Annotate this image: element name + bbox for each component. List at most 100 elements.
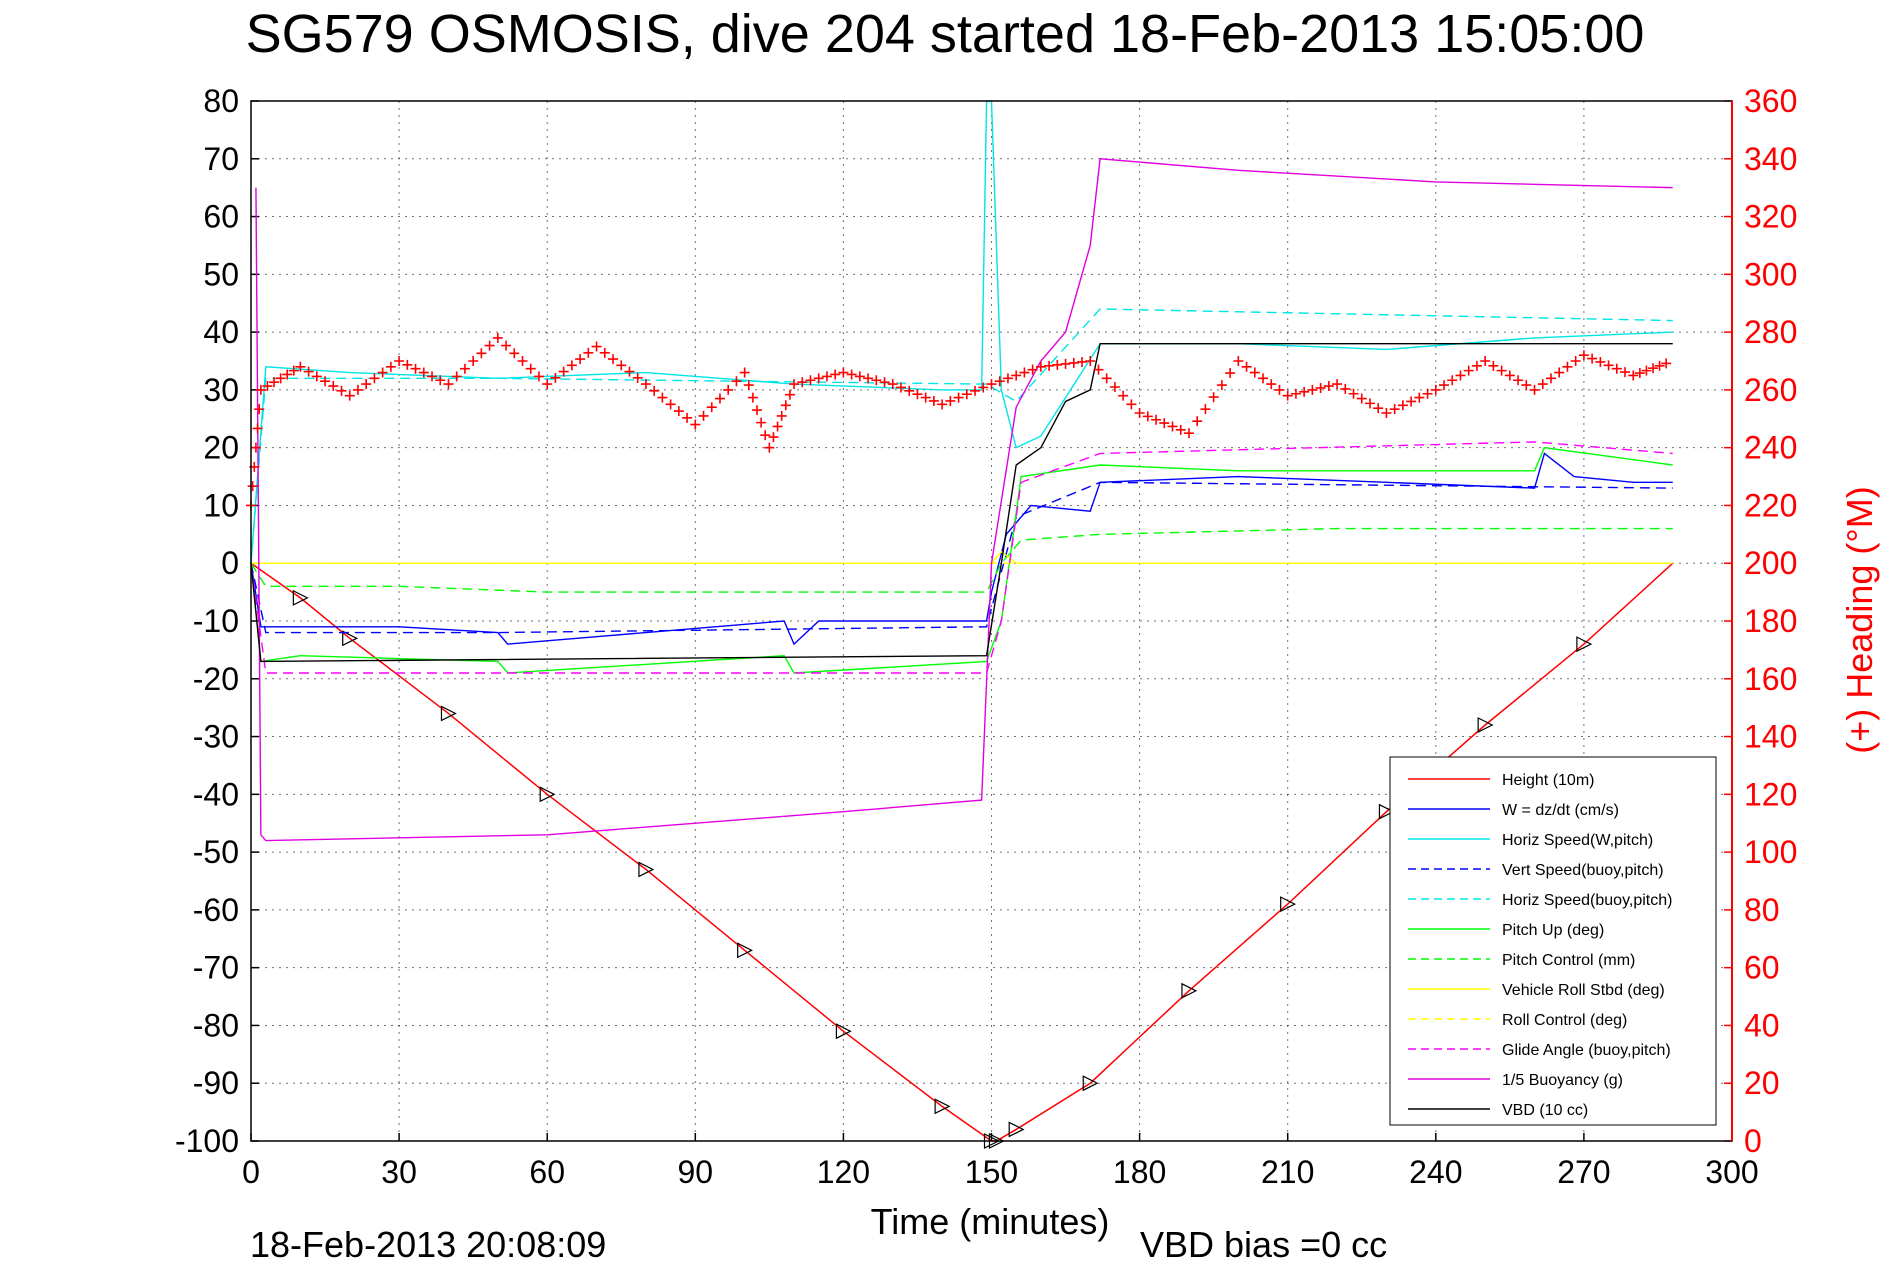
- heading-point: [1299, 386, 1310, 397]
- heading-point: [1513, 375, 1524, 386]
- heading-point: [682, 412, 693, 423]
- heading-point: [1323, 381, 1334, 392]
- x-tick-label: 30: [381, 1154, 417, 1190]
- height-marker: [440, 705, 457, 722]
- heading-point: [1430, 384, 1441, 395]
- right-tick-label: 60: [1744, 950, 1780, 986]
- heading-point: [1118, 390, 1129, 401]
- legend-entry: W = dz/dt (cm/s): [1502, 802, 1619, 819]
- heading-point: [255, 384, 266, 395]
- heading-point: [1035, 361, 1046, 372]
- heading-point: [1093, 364, 1104, 375]
- heading-point: [254, 404, 265, 415]
- heading-point: [994, 376, 1005, 387]
- legend-entry: 1/5 Buoyancy (g): [1502, 1072, 1623, 1089]
- heading-point: [640, 379, 651, 390]
- y-axis-ticks: 80 70 60 50 40 30 20 10 0 -10 -20 -30 -40 -50 -60 -70 -8…: [175, 83, 259, 1159]
- x-tick-label: 150: [965, 1154, 1018, 1190]
- heading-point: [583, 347, 594, 358]
- x-tick-label: 240: [1409, 1154, 1462, 1190]
- heading-point: [928, 395, 939, 406]
- heading-point: [1496, 365, 1507, 376]
- height-marker: [1477, 717, 1494, 733]
- series-pitch-up-deg: [250, 446, 1673, 674]
- heading-point: [1282, 390, 1293, 401]
- heading-point: [1183, 428, 1194, 439]
- heading-point: [1381, 408, 1392, 418]
- heading-point: [1641, 365, 1652, 376]
- heading-point: [978, 382, 989, 393]
- heading-point: [1175, 424, 1186, 435]
- x-tick-label: 210: [1261, 1154, 1314, 1190]
- right-tick-label: 340: [1744, 141, 1797, 177]
- right-tick-label: 80: [1744, 892, 1780, 928]
- heading-point: [649, 385, 660, 396]
- heading-point: [871, 375, 882, 386]
- heading-point: [542, 379, 553, 390]
- heading-point: [1422, 388, 1433, 399]
- heading-point: [1648, 363, 1659, 374]
- height-marker: [737, 942, 754, 959]
- y-tick-label: 30: [203, 372, 239, 408]
- heading-point: [492, 332, 503, 343]
- y-tick-label: -100: [175, 1123, 239, 1159]
- right-axis-ticks: 3603403203002802602402202001801601401201…: [1724, 83, 1797, 1159]
- heading-point: [575, 354, 586, 365]
- heading-point: [1200, 404, 1211, 415]
- height-marker: [1576, 636, 1593, 653]
- heading-point: [1258, 373, 1269, 384]
- heading-point: [1225, 368, 1236, 379]
- heading-point: [250, 442, 261, 453]
- heading-point: [1634, 368, 1645, 379]
- heading-point: [517, 356, 528, 366]
- heading-point: [1364, 398, 1375, 409]
- y-tick-label: 10: [203, 487, 239, 523]
- right-tick-label: 40: [1744, 1007, 1780, 1043]
- heading-point: [747, 392, 758, 403]
- heading-point: [525, 363, 536, 374]
- right-tick-label: 320: [1744, 199, 1797, 235]
- heading-point: [1348, 388, 1359, 399]
- heading-point: [509, 348, 520, 359]
- heading-point: [1159, 418, 1170, 429]
- height-marker: [934, 1098, 951, 1115]
- heading-point: [1233, 356, 1244, 366]
- heading-point: [772, 421, 783, 432]
- right-tick-label: 100: [1744, 834, 1797, 870]
- heading-point: [887, 379, 898, 390]
- y-tick-label: 70: [203, 141, 239, 177]
- heading-point: [1554, 367, 1565, 378]
- heading-point: [1521, 380, 1532, 391]
- heading-point: [1151, 414, 1162, 425]
- series-vehicle-roll-stbd-deg: [251, 550, 1673, 564]
- y-tick-label: 40: [203, 314, 239, 350]
- heading-point: [443, 379, 454, 390]
- height-marker: [1280, 896, 1297, 913]
- heading-point: [1661, 358, 1672, 369]
- y-tick-label: 50: [203, 256, 239, 292]
- heading-point: [657, 392, 668, 403]
- y-tick-label: -90: [193, 1065, 239, 1101]
- heading-point: [1463, 365, 1474, 376]
- y-tick-label: 60: [203, 199, 239, 235]
- heading-point: [533, 371, 544, 382]
- y-tick-label: -10: [193, 603, 239, 639]
- right-tick-label: 220: [1744, 487, 1797, 523]
- heading-point: [1167, 421, 1178, 432]
- heading-point: [262, 381, 273, 392]
- heading-point: [468, 356, 479, 366]
- legend-entry: VBD (10 cc): [1502, 1102, 1588, 1119]
- right-tick-label: 180: [1744, 603, 1797, 639]
- height-marker: [292, 589, 309, 606]
- x-tick-label: 60: [529, 1154, 565, 1190]
- heading-point: [247, 481, 258, 492]
- right-tick-label: 260: [1744, 372, 1797, 408]
- chart-title: SG579 OSMOSIS, dive 204 started 18-Feb-2…: [246, 4, 1645, 64]
- heading-point: [739, 367, 750, 378]
- heading-point: [1455, 370, 1466, 381]
- series-heading: [246, 332, 1672, 511]
- heading-point: [863, 373, 874, 384]
- series-vbd-10-cc: [250, 342, 1673, 663]
- heading-point: [616, 360, 627, 371]
